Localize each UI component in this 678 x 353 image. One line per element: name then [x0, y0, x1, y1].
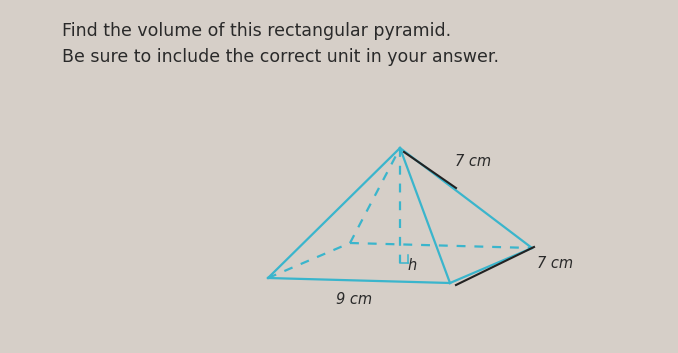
Text: Be sure to include the correct unit in your answer.: Be sure to include the correct unit in y…: [62, 48, 499, 66]
Text: 7 cm: 7 cm: [537, 256, 573, 270]
Text: h: h: [407, 257, 416, 273]
Text: 9 cm: 9 cm: [336, 293, 372, 307]
Text: 7 cm: 7 cm: [455, 155, 491, 169]
Text: Find the volume of this rectangular pyramid.: Find the volume of this rectangular pyra…: [62, 22, 451, 40]
